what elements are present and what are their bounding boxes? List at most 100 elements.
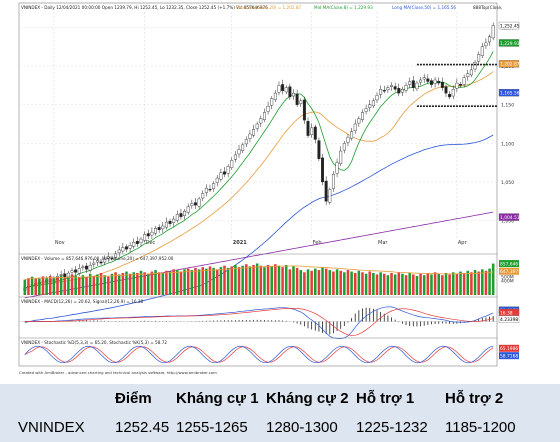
volume-bar xyxy=(245,264,248,295)
macd-histogram-bar xyxy=(278,320,280,322)
volume-bar xyxy=(299,270,303,295)
volume-bar xyxy=(107,276,110,295)
macd-histogram-bar xyxy=(253,319,254,322)
candle-up xyxy=(422,77,426,80)
macd-histogram-bar xyxy=(456,321,458,324)
x-tick-label: Feb xyxy=(313,240,322,246)
candle-up xyxy=(143,234,147,241)
macd-tag-label: 4.23398 xyxy=(500,317,518,323)
row-khang-cu-2: 1280-1300 xyxy=(266,419,338,436)
macd-histogram-bar xyxy=(362,308,363,322)
macd-tag-label: 16.38 xyxy=(500,310,513,316)
volume-bar xyxy=(270,266,273,295)
macd-histogram-bar xyxy=(427,321,429,325)
macd-histogram-bar xyxy=(147,320,149,322)
candle-up xyxy=(95,260,99,263)
volume-bar xyxy=(168,271,172,295)
candle-down xyxy=(440,81,444,88)
macd-histogram-bar xyxy=(202,320,204,322)
macd-histogram-bar xyxy=(231,320,233,322)
volume-bar xyxy=(237,267,241,295)
candle-up xyxy=(477,54,481,62)
price-tag-label: 1,202.87 xyxy=(500,62,520,68)
macd-histogram-bar xyxy=(420,321,421,327)
candle-up xyxy=(215,177,219,183)
volume-bar xyxy=(292,266,295,295)
macd-histogram-bar xyxy=(267,320,269,322)
volume-bar xyxy=(179,271,183,295)
candle-up xyxy=(277,85,281,93)
volume-ma-line xyxy=(24,265,494,280)
volume-bar xyxy=(81,275,85,295)
candle-up xyxy=(462,77,466,85)
macd-histogram-bar xyxy=(249,319,251,322)
stoch-k-line xyxy=(24,345,494,364)
volume-bar xyxy=(201,267,204,295)
volume-bar xyxy=(110,273,114,295)
x-tick-label: Nov xyxy=(55,240,65,246)
candle-up xyxy=(400,89,404,93)
macd-histogram-bar xyxy=(478,319,480,322)
candle-down xyxy=(99,261,103,264)
candle-down xyxy=(411,80,415,88)
volume-bar xyxy=(426,273,430,295)
x-tick-label: Mar xyxy=(378,240,388,246)
volume-bar xyxy=(139,270,143,295)
volume-bar xyxy=(393,274,397,295)
volume-tag xyxy=(499,260,519,268)
candle-up xyxy=(350,131,354,139)
macd-tag xyxy=(498,315,520,323)
volume-bar xyxy=(197,269,201,295)
volume-bar xyxy=(208,266,212,295)
candle-down xyxy=(444,86,448,94)
volume-tag-label: 857,646 xyxy=(500,261,518,267)
volume-bar xyxy=(59,275,63,295)
candle-up xyxy=(364,108,368,112)
candle-down xyxy=(146,233,150,237)
chart-title: VNINDEX - Daily 12/04/2021 00:00:00 Open… xyxy=(21,5,268,10)
candle-up xyxy=(346,136,350,143)
stoch-tag-label: 65.1986 xyxy=(500,346,518,352)
volume-bar xyxy=(415,275,419,295)
price-tick-label: 1,050 xyxy=(501,180,514,186)
volume-bar xyxy=(205,268,208,295)
price-tag xyxy=(498,60,520,68)
volume-bar xyxy=(390,273,393,295)
price-tag-label: 1,252.45 xyxy=(500,23,520,29)
volume-bar xyxy=(459,271,462,295)
volume-bar xyxy=(27,278,30,295)
row-diem: 1252.45 xyxy=(115,419,170,436)
candle-up xyxy=(219,172,223,180)
macd-histogram-bar xyxy=(274,320,276,322)
candle-down xyxy=(429,80,433,85)
macd-histogram-bar xyxy=(416,321,418,327)
candle-up xyxy=(270,98,274,106)
price-tag-label: 1,229.93 xyxy=(500,41,520,47)
header-ho-tro-1: Hỗ trợ 1 xyxy=(356,390,415,407)
volume-bar xyxy=(114,272,117,295)
candle-down xyxy=(393,86,397,90)
macd-histogram-bar xyxy=(220,320,222,322)
stock-chart: 1,2501,2001,1501,1001,0501,000NovDec2021… xyxy=(18,2,520,375)
long-ma-line xyxy=(24,134,494,323)
macd-histogram-bar xyxy=(227,320,229,322)
volume-bar xyxy=(321,267,324,295)
table-row: VNINDEX 1252.45 1255-1265 1280-1300 1225… xyxy=(0,413,560,442)
candle-up xyxy=(230,160,234,168)
macd-histogram-bar xyxy=(216,320,218,322)
volume-bar xyxy=(252,264,255,295)
candle-up xyxy=(186,206,190,213)
macd-histogram-bar xyxy=(445,321,447,324)
volume-bar xyxy=(161,273,165,295)
volume-bar xyxy=(277,265,281,295)
macd-histogram-bar xyxy=(358,310,360,322)
volume-bar xyxy=(419,273,422,295)
macd-histogram-bar xyxy=(285,320,287,322)
volume-bar xyxy=(368,271,372,295)
macd-histogram-bar xyxy=(434,321,436,324)
volume-bar xyxy=(350,271,353,295)
candle-up xyxy=(233,154,237,160)
volume-bar xyxy=(332,271,335,295)
candle-up xyxy=(342,143,346,151)
macd-histogram-bar xyxy=(242,319,244,322)
